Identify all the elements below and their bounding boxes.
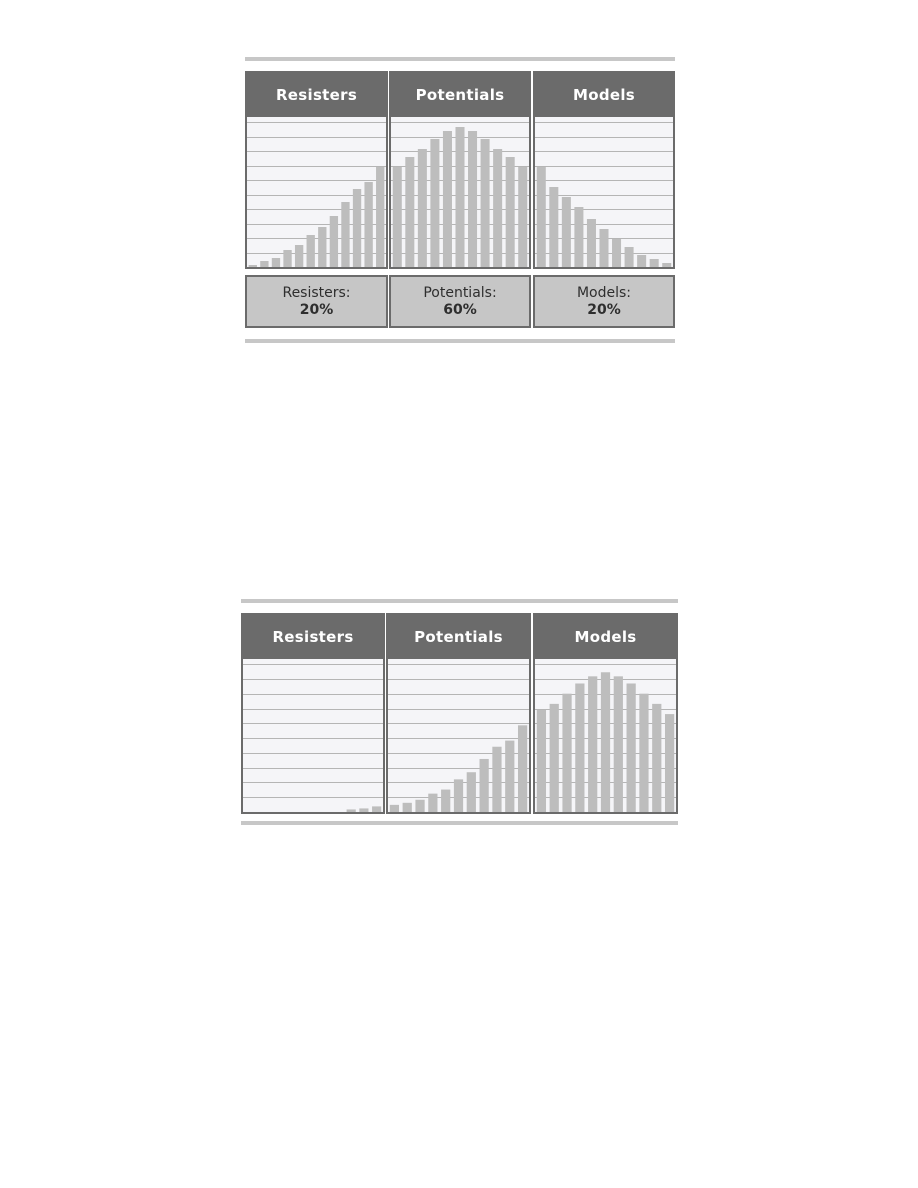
bottom-rule [245, 339, 675, 343]
bar [359, 808, 369, 812]
panel-potentials: Potentials [389, 71, 531, 269]
panel-header: Resisters [247, 73, 386, 117]
bar [329, 216, 339, 267]
bar [283, 250, 292, 267]
bar [599, 229, 609, 267]
bar [536, 710, 547, 812]
summary-label: Models: [576, 284, 632, 301]
bar-plot [391, 122, 529, 267]
bar [430, 139, 440, 267]
chart-figure-2: Resisters Potentials Models [241, 599, 678, 825]
bar [402, 802, 412, 812]
bar [417, 149, 427, 267]
bar [294, 245, 304, 267]
bar [466, 772, 476, 812]
summary-models: Models: 20% [533, 275, 675, 328]
bar [536, 167, 546, 267]
plot-area [391, 117, 529, 267]
plot-area [243, 659, 383, 812]
bar [649, 259, 659, 267]
panel-potentials: Potentials [386, 613, 531, 814]
bar [260, 261, 269, 267]
bar [574, 207, 584, 267]
panel-header: Potentials [388, 615, 529, 659]
bar [662, 263, 672, 267]
bar-plot [247, 122, 386, 267]
summary-label: Potentials: [423, 284, 497, 301]
bar [376, 167, 385, 267]
bar [505, 157, 515, 267]
bar [453, 779, 464, 812]
bar [664, 714, 675, 812]
bar [517, 725, 528, 812]
plot-area [535, 659, 676, 812]
bar [468, 131, 478, 267]
summary-value: 20% [299, 301, 334, 318]
bar [346, 809, 356, 812]
bar [441, 789, 451, 812]
bar [372, 806, 382, 812]
bar-plot [535, 122, 673, 267]
plot-area [388, 659, 529, 812]
panel-header: Models [535, 615, 676, 659]
bar-plot [388, 664, 529, 812]
bar [575, 683, 585, 812]
bar [306, 235, 315, 267]
bar [392, 167, 402, 267]
bar [639, 693, 649, 812]
bar [637, 255, 647, 267]
summary-value: 60% [443, 301, 477, 318]
bar [479, 758, 489, 812]
plot-area [247, 117, 386, 267]
panel-header: Potentials [391, 73, 529, 117]
chart-figure-1: Resisters Potentials Models Resisters: 2… [245, 57, 675, 343]
bar [586, 219, 596, 267]
bar [415, 799, 425, 812]
bar [480, 139, 490, 267]
bar [389, 804, 400, 812]
bar [561, 197, 571, 267]
bar [428, 793, 438, 812]
panel-resisters: Resisters [245, 71, 388, 269]
bar-plot [243, 664, 383, 812]
panel-models: Models [533, 613, 678, 814]
bar [549, 703, 559, 812]
bar [612, 239, 622, 267]
summary-resisters: Resisters: 20% [245, 275, 388, 328]
bar [549, 187, 559, 267]
bar [405, 157, 415, 267]
bar [352, 189, 362, 267]
plot-area [535, 117, 673, 267]
summary-label: Resisters: [282, 284, 351, 301]
summary-value: 20% [587, 301, 621, 318]
panel-models: Models [533, 71, 675, 269]
bar [271, 258, 281, 267]
top-rule [245, 57, 675, 61]
bar [364, 182, 373, 267]
bar [505, 740, 515, 812]
bar [248, 265, 257, 267]
bar [318, 227, 327, 267]
bar [341, 202, 350, 267]
bar [455, 127, 465, 267]
bar [588, 676, 598, 812]
top-rule [241, 599, 678, 603]
bar [493, 149, 503, 267]
bar [492, 746, 502, 812]
bar [613, 676, 623, 812]
bar [518, 167, 528, 267]
bar [626, 683, 636, 812]
bar [600, 672, 611, 812]
bar [562, 693, 572, 812]
summary-potentials: Potentials: 60% [389, 275, 531, 328]
bar [652, 703, 662, 812]
bar [442, 131, 452, 267]
panel-resisters: Resisters [241, 613, 385, 814]
panel-header: Models [535, 73, 673, 117]
bottom-rule [241, 821, 678, 825]
panel-header: Resisters [243, 615, 383, 659]
bar-plot [535, 664, 676, 812]
bar [624, 247, 634, 267]
